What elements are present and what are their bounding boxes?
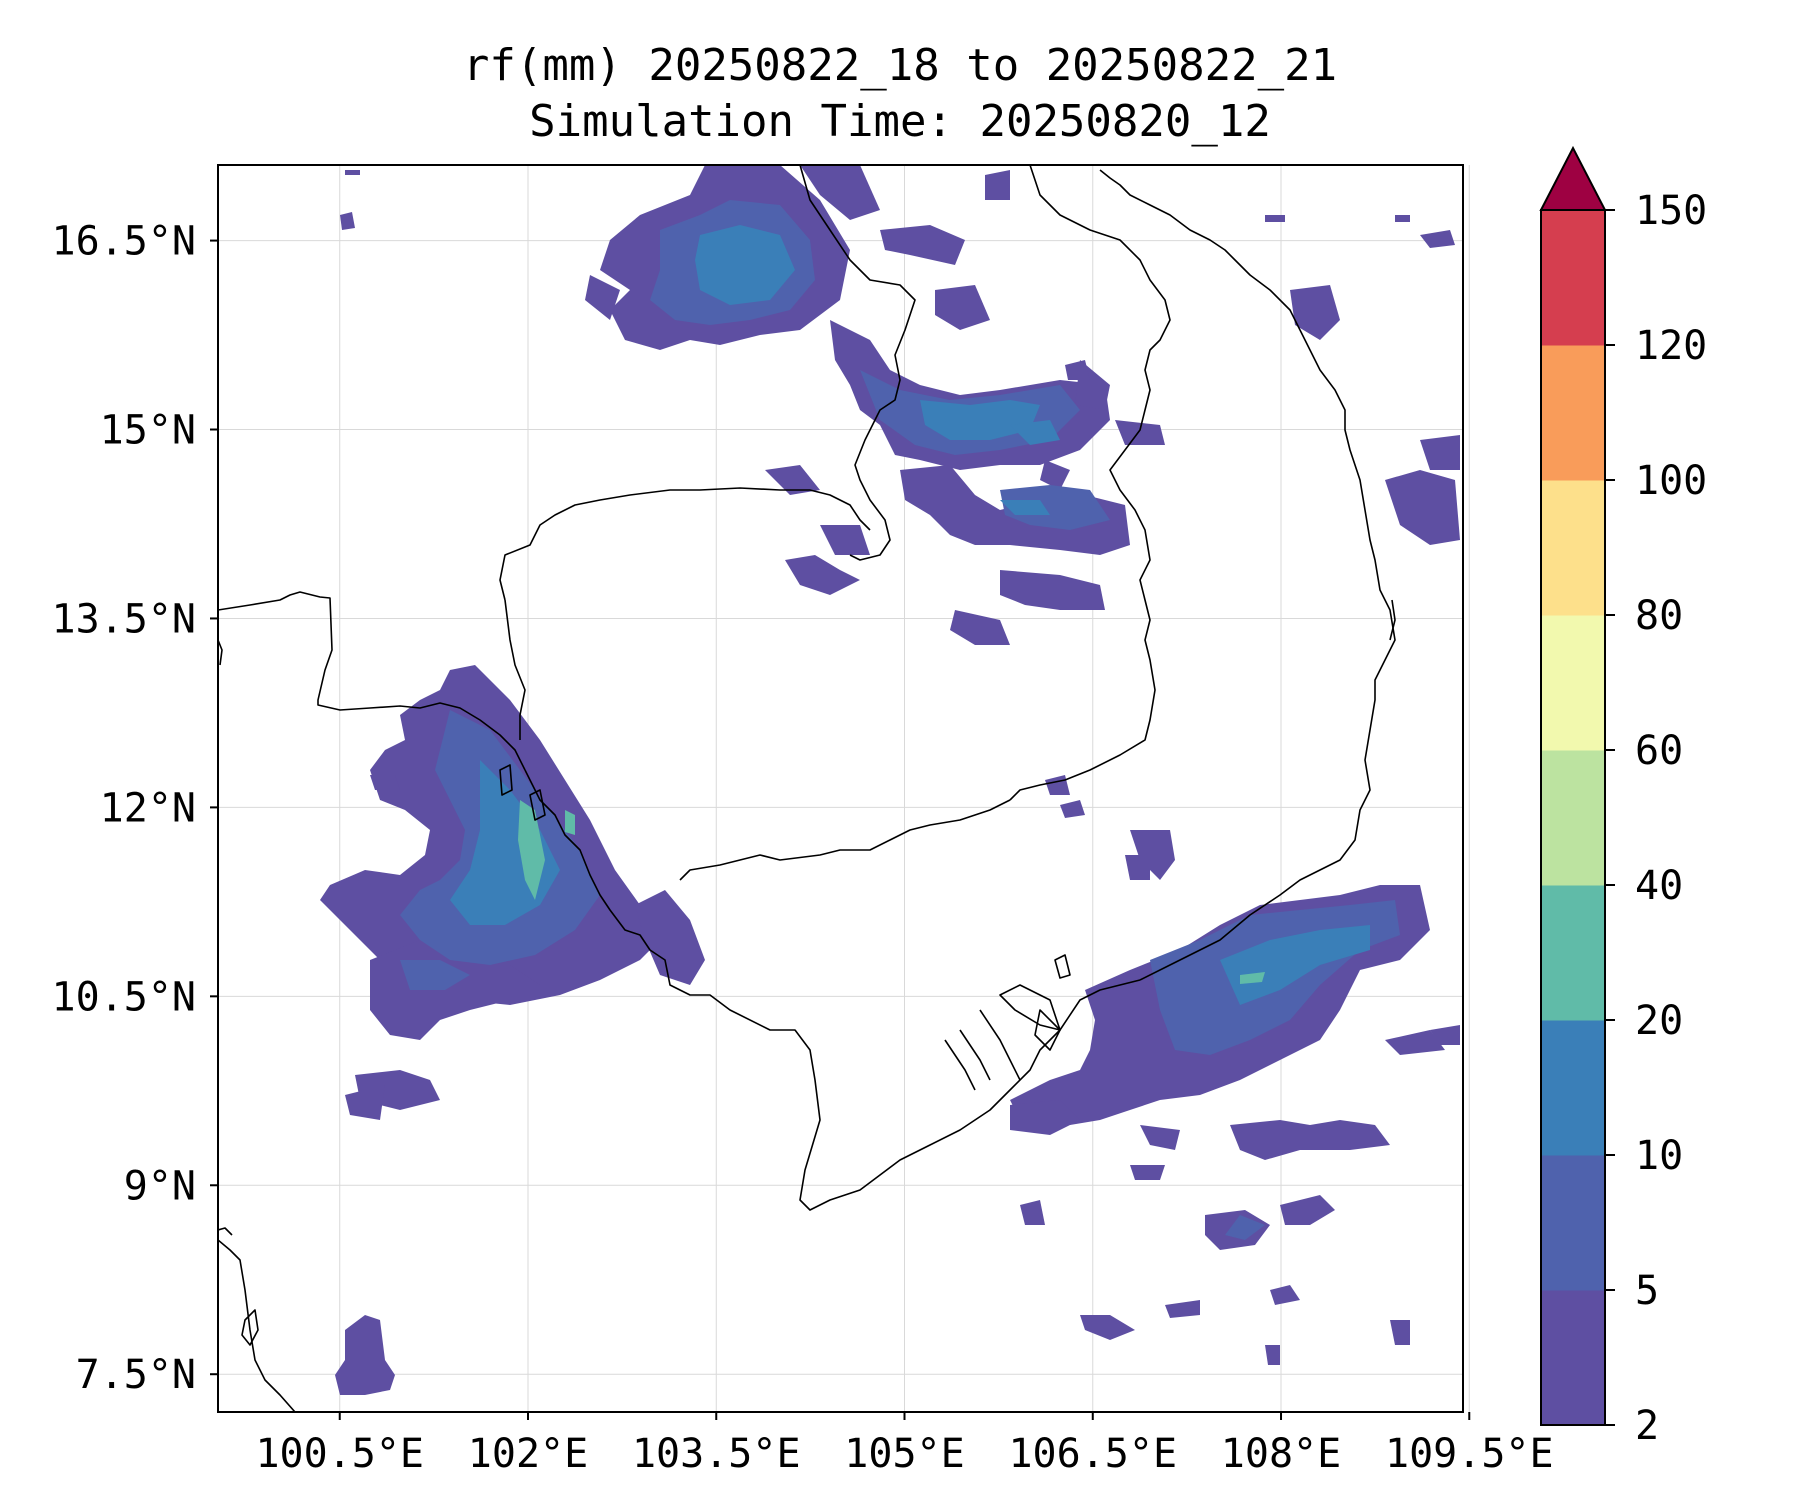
rain-area-s-offshore-k bbox=[1060, 800, 1085, 818]
map-axes: 100.5°E 102°E 103.5°E 105°E 106.5°E 108°E 109.… bbox=[52, 219, 1554, 1477]
rain-area-cambodia-ne-g bbox=[765, 465, 820, 495]
rain-area-nw-small bbox=[340, 212, 355, 230]
rain-area-ne-small-c bbox=[1395, 215, 1410, 222]
colorbar-label: 60 bbox=[1635, 728, 1683, 774]
rain-area-gulf-west-f bbox=[345, 1085, 385, 1120]
rain-area-s-offshore-j bbox=[1125, 855, 1150, 880]
rain-area-scs-band-b bbox=[1010, 1100, 1080, 1135]
rain-area-s-offshore-b bbox=[1280, 1195, 1335, 1225]
lat-tick-label: 10.5°N bbox=[52, 974, 197, 1020]
rain-area-north-b bbox=[800, 165, 880, 220]
rain-area-e-coast-b bbox=[1420, 435, 1460, 470]
colorbar-segment bbox=[1541, 1290, 1605, 1426]
rain-area-scs-band-d bbox=[1230, 1120, 1390, 1160]
colorbar-label: 150 bbox=[1635, 188, 1707, 234]
colorbar-label: 100 bbox=[1635, 458, 1707, 504]
rain-area-gulf-west-d bbox=[370, 775, 400, 790]
lon-tick-label: 105°E bbox=[844, 1431, 964, 1477]
coastlines-borders bbox=[218, 165, 1396, 1412]
colorbar-extend-arrow bbox=[1539, 145, 1607, 211]
colorbar-segment bbox=[1541, 345, 1605, 481]
rain-area-s-offshore-h bbox=[1390, 1320, 1410, 1345]
lat-tick-label: 13.5°N bbox=[52, 596, 197, 642]
colorbar-segment bbox=[1541, 210, 1605, 346]
rain-area-scs-band-c bbox=[1130, 830, 1175, 880]
lat-tick-label: 12°N bbox=[100, 785, 196, 831]
rain-area-scs-band-f bbox=[1430, 1025, 1460, 1045]
map-title: rf(mm) 20250822_18 to 20250822_21 bbox=[462, 40, 1338, 91]
rain-area-cambodia-ne-b bbox=[1000, 570, 1105, 610]
lon-tick-label: 102°E bbox=[468, 1431, 588, 1477]
colorbar-label: 2 bbox=[1635, 1403, 1659, 1449]
rain-area-cambodia-ne-d bbox=[1040, 460, 1070, 490]
map-frame bbox=[217, 164, 1464, 1413]
lon-tick-label: 109.5°E bbox=[1385, 1431, 1554, 1477]
rain-area-ne-small-b bbox=[1265, 215, 1285, 222]
lat-tick-label: 15°N bbox=[100, 408, 196, 454]
rain-area-gulf-west-e bbox=[635, 890, 705, 985]
rain-area-north-c bbox=[585, 275, 620, 320]
colorbar-segment bbox=[1541, 1155, 1605, 1291]
rain-area-s-offshore-e bbox=[1270, 1285, 1300, 1305]
rain-area-s-offshore-i bbox=[1265, 1345, 1280, 1365]
colorbar: 2 5 10 20 40 60 80 100 120 150 bbox=[1539, 145, 1707, 1449]
lon-tick-label: 100.5°E bbox=[255, 1431, 424, 1477]
colorbar-label: 5 bbox=[1635, 1268, 1659, 1314]
colorbar-segment bbox=[1541, 615, 1605, 751]
rain-area-s-offshore-g bbox=[1130, 1165, 1165, 1180]
rain-area-cambodia-ne-f bbox=[820, 525, 870, 555]
rain-area-north-g bbox=[985, 170, 1010, 200]
lon-tick-label: 108°E bbox=[1221, 1431, 1341, 1477]
rain-area-scs-band-e bbox=[1385, 1030, 1445, 1055]
colorbar-label: 80 bbox=[1635, 593, 1683, 639]
colorbar-segment bbox=[1541, 480, 1605, 616]
rain-area-north-d bbox=[880, 225, 965, 265]
colorbar-label: 40 bbox=[1635, 863, 1683, 909]
rain-area-southwest-cell bbox=[335, 1315, 395, 1395]
colorbar-segment bbox=[1541, 885, 1605, 1021]
rain-area-scs-band-g bbox=[1140, 1125, 1180, 1150]
rain-area-cambodia-ne-c bbox=[950, 610, 1010, 645]
colorbar-frame bbox=[1540, 209, 1606, 1426]
rain-area-s-offshore-c bbox=[1080, 1315, 1135, 1340]
rain-area-s-offshore-f bbox=[1020, 1200, 1045, 1225]
rain-area-laos-band-d bbox=[1065, 360, 1090, 380]
lon-tick-label: 103.5°E bbox=[632, 1431, 801, 1477]
gridlines bbox=[218, 165, 1470, 1412]
rain-area-e-coast bbox=[1385, 470, 1460, 545]
colorbar-label: 10 bbox=[1635, 1133, 1683, 1179]
rain-area-laos-band-c bbox=[1115, 420, 1165, 445]
rain-area-north-f bbox=[1290, 285, 1340, 340]
colorbar-label: 20 bbox=[1635, 998, 1683, 1044]
rain-field-20-40 bbox=[518, 800, 1265, 984]
lon-tick-label: 106.5°E bbox=[1008, 1431, 1177, 1477]
rain-area-s-offshore-d bbox=[1165, 1300, 1200, 1318]
rain-area-nw-small-b bbox=[345, 170, 360, 175]
colorbar-label: 120 bbox=[1635, 323, 1707, 369]
map-subtitle: Simulation Time: 20250820_12 bbox=[529, 96, 1271, 147]
rain-area-north-e bbox=[935, 285, 990, 330]
colorbar-segment bbox=[1541, 750, 1605, 886]
colorbar-segment bbox=[1541, 1020, 1605, 1156]
lat-tick-label: 7.5°N bbox=[76, 1352, 196, 1398]
rain-area-ne-small bbox=[1420, 230, 1455, 248]
lat-tick-label: 9°N bbox=[124, 1163, 196, 1209]
rain-area-cambodia-ne-e bbox=[785, 555, 860, 595]
lat-tick-label: 16.5°N bbox=[52, 219, 197, 265]
